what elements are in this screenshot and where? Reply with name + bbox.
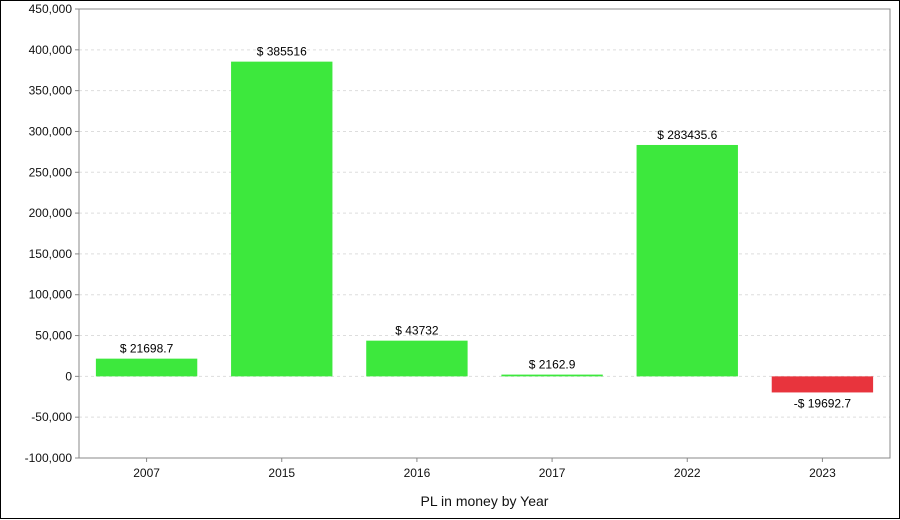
bar-2022 xyxy=(636,144,738,377)
bar-2023 xyxy=(771,376,874,393)
plot-area xyxy=(78,8,891,459)
data-label: $ 385516 xyxy=(257,45,307,59)
y-tick-label: 200,000 xyxy=(29,206,73,220)
y-tick-label: 100,000 xyxy=(29,288,73,302)
y-tick-label: 0 xyxy=(65,369,72,383)
bar-2007 xyxy=(95,358,198,377)
x-tick-label: 2015 xyxy=(268,466,295,480)
data-label: -$ 19692.7 xyxy=(794,396,852,410)
y-axis-ticks: -100,000 -50,000 0 50,000 100,000 150,000 200,… xyxy=(25,2,79,465)
y-tick-label: 250,000 xyxy=(29,165,73,179)
x-axis-ticks: 2007 2015 2016 2017 2022 2023 xyxy=(133,458,836,480)
x-tick-label: 2022 xyxy=(674,466,701,480)
y-tick-label: 450,000 xyxy=(29,2,73,16)
x-tick-label: 2016 xyxy=(404,466,431,480)
data-labels: $ 21698.7 $ 385516 $ 43732 $ 2162.9 $ 283435… xyxy=(120,45,852,411)
bar-2015 xyxy=(231,61,333,377)
y-tick-label: -50,000 xyxy=(31,410,72,424)
y-tick-label: -100,000 xyxy=(25,451,73,465)
data-label: $ 2162.9 xyxy=(529,358,576,372)
bars xyxy=(95,61,874,393)
grid-lines xyxy=(79,49,890,418)
y-tick-label: 50,000 xyxy=(35,329,72,343)
bar-2017 xyxy=(501,374,603,377)
y-tick-label: 350,000 xyxy=(29,84,73,98)
bar-2016 xyxy=(366,340,468,377)
data-label: $ 21698.7 xyxy=(120,342,174,356)
y-tick-label: 400,000 xyxy=(29,43,73,57)
x-tick-label: 2017 xyxy=(539,466,566,480)
x-tick-label: 2023 xyxy=(809,466,836,480)
x-axis-title: PL in money by Year xyxy=(421,493,549,509)
x-tick-label: 2007 xyxy=(133,466,160,480)
y-tick-label: 300,000 xyxy=(29,124,73,138)
data-label: $ 283435.6 xyxy=(657,128,717,142)
y-tick-label: 150,000 xyxy=(29,247,73,261)
data-label: $ 43732 xyxy=(395,324,439,338)
